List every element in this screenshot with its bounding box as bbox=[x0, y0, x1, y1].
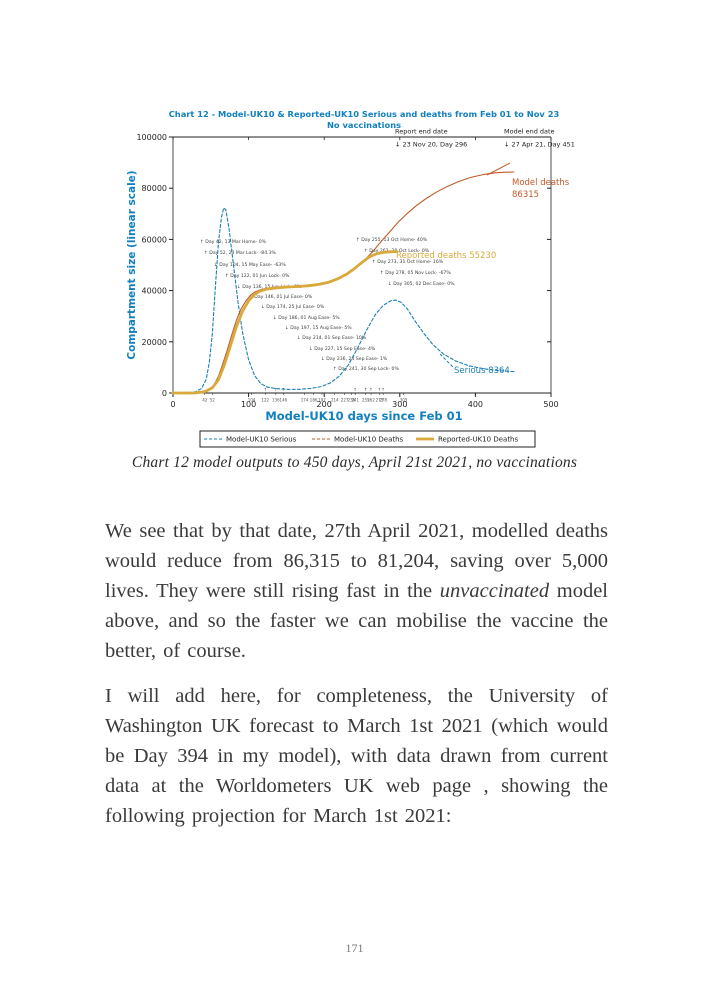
svg-text:136: 136 bbox=[272, 398, 280, 403]
page-number: 171 bbox=[345, 941, 364, 955]
svg-text:104: 104 bbox=[248, 398, 256, 403]
svg-text:↓ Day 104, 15 May Ease- -63%: ↓ Day 104, 15 May Ease- -63% bbox=[214, 262, 286, 268]
svg-text:42: 42 bbox=[202, 398, 208, 403]
svg-text:227: 227 bbox=[341, 398, 349, 403]
svg-text:↓ Day 236, 24 Sep Ease- 1%: ↓ Day 236, 24 Sep Ease- 1% bbox=[321, 356, 388, 362]
svg-text:40000: 40000 bbox=[142, 287, 167, 296]
svg-text:278: 278 bbox=[379, 398, 387, 403]
svg-text:↓ Day 197, 15 Aug Ease- 5%: ↓ Day 197, 15 Aug Ease- 5% bbox=[285, 325, 352, 331]
svg-text:↑: ↑ bbox=[369, 387, 373, 393]
svg-text:174: 174 bbox=[301, 398, 309, 403]
chart-figure: 0 20000 40000 60000 80000 100000 0 100 200 300 400… bbox=[124, 105, 586, 450]
svg-text:Model-UK10 Deaths: Model-UK10 Deaths bbox=[334, 436, 404, 444]
svg-text:Reported-UK10 Deaths: Reported-UK10 Deaths bbox=[438, 436, 518, 444]
svg-text:Model-UK10 Serious: Model-UK10 Serious bbox=[226, 436, 297, 444]
svg-text:↑: ↑ bbox=[274, 387, 278, 393]
svg-text:186: 186 bbox=[310, 398, 318, 403]
paragraph-2: I will add here, for completeness, the U… bbox=[105, 685, 608, 827]
svg-text:214: 214 bbox=[331, 398, 339, 403]
svg-text:0: 0 bbox=[162, 389, 167, 398]
svg-text:Model deaths: Model deaths bbox=[512, 178, 570, 188]
svg-text:↓ Day 174, 25 Jul Ease- 0%: ↓ Day 174, 25 Jul Ease- 0% bbox=[261, 304, 325, 310]
paragraph-1-italic: unvaccinated bbox=[439, 580, 550, 602]
svg-text:200: 200 bbox=[317, 400, 332, 409]
svg-text:255: 255 bbox=[362, 398, 370, 403]
svg-text:86315: 86315 bbox=[512, 190, 539, 200]
svg-text:500: 500 bbox=[543, 400, 558, 409]
svg-text:Report end date: Report end date bbox=[395, 128, 448, 136]
paragraph-1-text-end: model above, and so the faster we can mo… bbox=[105, 580, 608, 662]
svg-text:Chart 12 - Model-UK10 & Report: Chart 12 - Model-UK10 & Reported-UK10 Se… bbox=[169, 109, 560, 119]
svg-text:↑: ↑ bbox=[364, 387, 368, 393]
svg-text:52: 52 bbox=[210, 398, 216, 403]
svg-text:Serious 8364: Serious 8364 bbox=[454, 366, 510, 376]
svg-text:↑ Day 52, 23 Mar Lock- -84.3%: ↑ Day 52, 23 Mar Lock- -84.3% bbox=[204, 250, 277, 256]
svg-text:236: 236 bbox=[348, 398, 356, 403]
svg-text:100000: 100000 bbox=[136, 133, 167, 142]
svg-text:146: 146 bbox=[280, 398, 288, 403]
svg-text:↓ 23 Nov 20, Day 296: ↓ 23 Nov 20, Day 296 bbox=[395, 141, 467, 149]
svg-text:60000: 60000 bbox=[142, 235, 167, 244]
svg-text:↓ 27 Apr 21, Day 451: ↓ 27 Apr 21, Day 451 bbox=[504, 141, 575, 149]
svg-text:↑: ↑ bbox=[281, 387, 285, 393]
svg-text:No vaccinations: No vaccinations bbox=[327, 120, 401, 130]
chart: 0 20000 40000 60000 80000 100000 0 100 200 300 400… bbox=[126, 109, 575, 448]
svg-text:↓ Day 136, 15 Jun Lock- 0%: ↓ Day 136, 15 Jun Lock- 0% bbox=[237, 284, 302, 290]
svg-text:↑ Day 255, 13 Oct Home- 40%: ↑ Day 255, 13 Oct Home- 40% bbox=[356, 237, 428, 243]
svg-text:Compartment size (linear scale: Compartment size (linear scale) bbox=[126, 170, 138, 359]
svg-text:305: 305 bbox=[400, 398, 408, 403]
svg-text:20000: 20000 bbox=[142, 338, 167, 347]
svg-text:↑: ↑ bbox=[377, 387, 381, 393]
svg-text:273: 273 bbox=[376, 398, 384, 403]
svg-text:300: 300 bbox=[392, 400, 407, 409]
svg-text:↓ Day 146, 01 Jul Ease- 0%: ↓ Day 146, 01 Jul Ease- 0% bbox=[249, 294, 313, 300]
svg-text:Model end date: Model end date bbox=[504, 128, 555, 136]
paragraph-1: We see that by that date, 27th April 202… bbox=[105, 516, 608, 666]
svg-text:↓ Day 186, 01 Aug Ease- 5%: ↓ Day 186, 01 Aug Ease- 5% bbox=[273, 315, 340, 321]
svg-text:197: 197 bbox=[318, 398, 326, 403]
paragraph-1-text: We see that by that date, 27th April 202… bbox=[105, 520, 608, 602]
svg-text:↓ Day 227, 15 Sep Ease- 4%: ↓ Day 227, 15 Sep Ease- 4% bbox=[309, 346, 376, 352]
svg-text:↑ Day 42, 13 Mar Home- 0%: ↑ Day 42, 13 Mar Home- 0% bbox=[200, 239, 267, 245]
svg-text:122: 122 bbox=[261, 398, 269, 403]
svg-text:↑ Day 241, 30 Sep Lock- 0%: ↑ Day 241, 30 Sep Lock- 0% bbox=[333, 366, 399, 372]
svg-text:Model-UK10 days since Feb 01: Model-UK10 days since Feb 01 bbox=[265, 409, 462, 423]
svg-text:↓ Day 305, 02 Dec Ease- 0%: ↓ Day 305, 02 Dec Ease- 0% bbox=[388, 281, 455, 287]
figure-caption: Chart 12 model outputs to 450 days, Apri… bbox=[131, 454, 578, 471]
svg-text:100: 100 bbox=[241, 400, 256, 409]
svg-text:0: 0 bbox=[170, 400, 175, 409]
svg-text:↑ Day 122, 01 Jun Lock- 0%: ↑ Day 122, 01 Jun Lock- 0% bbox=[225, 273, 290, 279]
svg-text:↑ Day 278, 05 Nov Lock- -67%: ↑ Day 278, 05 Nov Lock- -67% bbox=[380, 270, 451, 276]
svg-text:262: 262 bbox=[367, 398, 375, 403]
svg-text:↓ Day 214, 01 Sep Ease- 10%: ↓ Day 214, 01 Sep Ease- 10% bbox=[297, 335, 367, 341]
svg-text:↑: ↑ bbox=[353, 387, 357, 393]
svg-text:80000: 80000 bbox=[142, 184, 167, 193]
svg-text:↑: ↑ bbox=[263, 387, 267, 393]
svg-text:↑: ↑ bbox=[381, 387, 385, 393]
svg-text:400: 400 bbox=[468, 400, 483, 409]
svg-text:↑ Day 273, 31 Oct Home- 16%: ↑ Day 273, 31 Oct Home- 16% bbox=[372, 259, 444, 265]
svg-text:Reported deaths 55230: Reported deaths 55230 bbox=[396, 251, 496, 261]
svg-text:241: 241 bbox=[351, 398, 359, 403]
